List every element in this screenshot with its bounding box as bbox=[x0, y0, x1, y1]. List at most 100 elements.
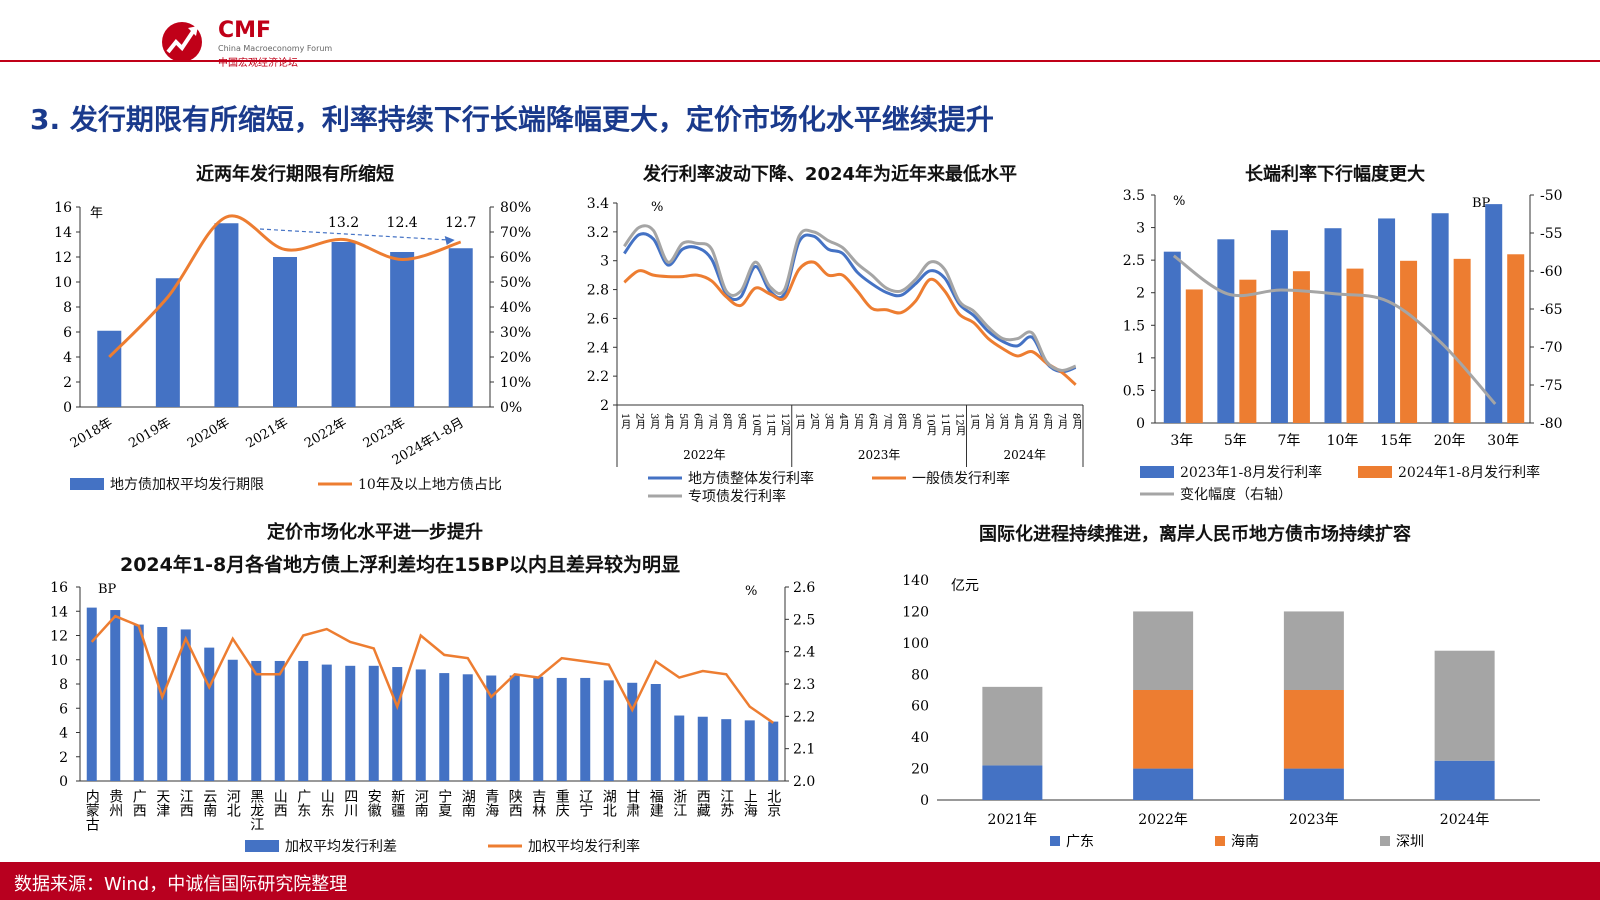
c1-ytick-right: 70% bbox=[500, 225, 531, 241]
c3-xtick: 20年 bbox=[1434, 433, 1466, 449]
c3-bar-2023 bbox=[1378, 218, 1396, 423]
c2-xtick: 11月 bbox=[939, 413, 951, 437]
c4-bar bbox=[768, 721, 779, 781]
c3-unit-left: % bbox=[1173, 194, 1185, 209]
c3-ytick-right: -55 bbox=[1540, 226, 1563, 242]
c1-ytick-left: 0 bbox=[63, 400, 72, 416]
c4-ytick-left: 0 bbox=[59, 774, 68, 790]
c2-series-line-1 bbox=[623, 260, 1077, 386]
c4-ytick-left: 14 bbox=[50, 604, 68, 620]
c3-legend-change: 变化幅度（右轴） bbox=[1180, 487, 1292, 503]
c4-xtick: 福建 bbox=[648, 789, 664, 818]
header-rule bbox=[0, 60, 1600, 62]
c2-xtick: 4月 bbox=[837, 413, 849, 430]
c1-ytick-left: 8 bbox=[63, 300, 72, 316]
c4-bar bbox=[509, 675, 520, 781]
c4-bar bbox=[650, 684, 661, 781]
c5-ytick: 120 bbox=[902, 604, 929, 620]
c4-xtick: 广西 bbox=[131, 789, 147, 817]
c2-xtick: 12月 bbox=[779, 413, 791, 437]
c3-bar-2023 bbox=[1431, 213, 1449, 423]
c2-xtick: 1月 bbox=[968, 413, 980, 430]
c3-ytick-right: -50 bbox=[1540, 188, 1563, 204]
c2-ytick: 2 bbox=[600, 398, 609, 414]
c1-ytick-left: 6 bbox=[63, 325, 72, 341]
c2-xtick: 9月 bbox=[735, 413, 747, 430]
c4-ytick-left: 10 bbox=[50, 653, 68, 669]
c4-bar bbox=[603, 680, 614, 781]
chart4-subtitle: 2024年1-8月各省地方债上浮利差均在15BP以内且差异较为明显 bbox=[119, 554, 681, 576]
c4-xtick: 重庆 bbox=[554, 789, 570, 817]
c5-unit: 亿元 bbox=[951, 578, 979, 594]
c4-ytick-right: 2.2 bbox=[793, 709, 815, 725]
c5-xtick: 2023年 bbox=[1289, 812, 1339, 828]
c2-year-label: 2022年 bbox=[683, 448, 726, 462]
c2-xtick: 7月 bbox=[706, 413, 718, 430]
c2-ytick: 3.4 bbox=[587, 196, 609, 212]
c4-xtick: 山西 bbox=[272, 789, 288, 817]
c5-bar-2 bbox=[1434, 650, 1495, 761]
c5-ytick: 60 bbox=[911, 699, 929, 715]
c5-bar-0 bbox=[982, 765, 1043, 800]
c1-legend-bar-swatch bbox=[70, 478, 104, 490]
c2-series-line-0 bbox=[623, 232, 1077, 374]
c1-ytick-right: 40% bbox=[500, 300, 531, 316]
c4-xtick: 黑龙江 bbox=[248, 789, 264, 831]
c1-data-label: 12.7 bbox=[445, 215, 476, 231]
c2-xtick: 2月 bbox=[808, 413, 820, 430]
c5-bar-0 bbox=[1283, 768, 1344, 800]
c4-xtick: 山东 bbox=[319, 789, 335, 817]
c3-ytick-left: 1 bbox=[1136, 351, 1145, 367]
c4-ytick-left: 8 bbox=[59, 677, 68, 693]
c4-bar bbox=[133, 624, 144, 781]
c1-ytick-right: 0% bbox=[500, 400, 522, 416]
c1-trend-arrowhead bbox=[444, 236, 455, 245]
c2-xtick: 3月 bbox=[823, 413, 835, 430]
c2-ytick: 2.2 bbox=[587, 369, 609, 385]
c5-ytick: 0 bbox=[920, 793, 929, 809]
c4-xtick: 吉林 bbox=[530, 789, 546, 817]
c4-bar bbox=[227, 659, 238, 781]
c3-xtick: 10年 bbox=[1327, 433, 1359, 449]
charts-canvas: 02468101214160%10%20%30%40%50%60%70%80%年… bbox=[50, 188, 1563, 855]
c2-xtick: 4月 bbox=[662, 413, 674, 430]
c2-xtick: 1月 bbox=[794, 413, 806, 430]
c3-legend-2024-swatch bbox=[1358, 466, 1392, 478]
c5-legend-label: 广东 bbox=[1066, 834, 1094, 850]
c3-bar-2024 bbox=[1292, 271, 1310, 423]
c4-bar bbox=[251, 660, 262, 781]
c4-bar bbox=[439, 673, 450, 781]
c3-ytick-right: -60 bbox=[1540, 264, 1563, 280]
c1-ytick-right: 80% bbox=[500, 200, 531, 216]
c2-xtick: 8月 bbox=[721, 413, 733, 430]
logo-chinese-name: 中国宏观经济论坛 bbox=[218, 58, 298, 69]
c2-xtick: 1月 bbox=[619, 413, 631, 430]
c1-ytick-right: 30% bbox=[500, 325, 531, 341]
c5-bar-2 bbox=[1283, 611, 1344, 690]
c2-ytick: 3.2 bbox=[587, 225, 609, 241]
chart5-title: 国际化进程持续推进，离岸人民币地方债市场持续扩容 bbox=[979, 524, 1411, 545]
c4-xtick: 辽宁 bbox=[577, 789, 593, 817]
c2-xtick: 9月 bbox=[910, 413, 922, 430]
c4-bar bbox=[345, 665, 356, 781]
c2-xtick: 2月 bbox=[983, 413, 995, 430]
c5-ytick: 100 bbox=[902, 636, 929, 652]
c3-ytick-left: 2 bbox=[1136, 286, 1145, 302]
c3-bar-2024 bbox=[1453, 258, 1471, 423]
c4-ytick-left: 6 bbox=[59, 701, 68, 717]
c5-legend-swatch bbox=[1215, 836, 1225, 846]
c5-bar-1 bbox=[1283, 690, 1344, 769]
c1-xtick: 2021年 bbox=[244, 415, 291, 451]
c1-xtick: 2022年 bbox=[302, 415, 349, 451]
c4-bar bbox=[556, 677, 567, 781]
c1-trend-arrow bbox=[259, 228, 449, 241]
c2-xtick: 6月 bbox=[692, 413, 704, 430]
c2-year-label: 2023年 bbox=[858, 448, 901, 462]
logo-text: CMF bbox=[218, 18, 272, 43]
c1-legend-line: 10年及以上地方债占比 bbox=[358, 477, 502, 493]
c2-xtick: 10月 bbox=[750, 413, 762, 437]
c4-ytick-left: 4 bbox=[59, 726, 68, 742]
c4-bar bbox=[697, 716, 708, 781]
c3-bar-2023 bbox=[1217, 239, 1235, 423]
c4-xtick: 四川 bbox=[342, 789, 358, 817]
